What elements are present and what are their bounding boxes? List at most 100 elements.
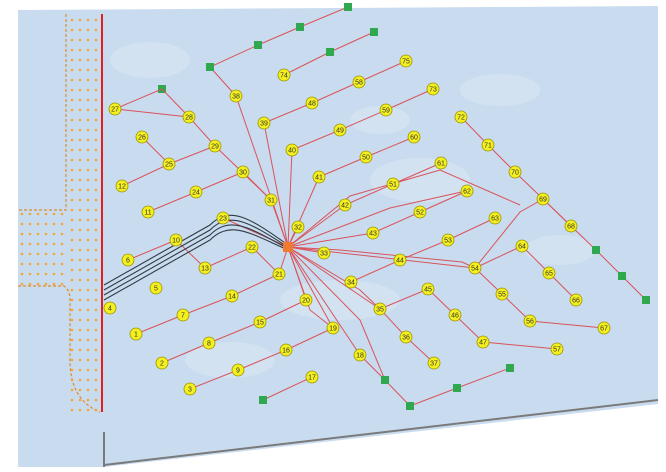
road-dot bbox=[70, 408, 74, 412]
node-43: 43 bbox=[366, 226, 380, 240]
road-dot bbox=[28, 282, 32, 286]
node-label: 16 bbox=[282, 348, 290, 355]
node-label: 29 bbox=[211, 144, 219, 151]
node-label: 20 bbox=[302, 298, 310, 305]
node-circle bbox=[183, 382, 197, 396]
cable-line bbox=[287, 246, 381, 310]
node-circle bbox=[121, 253, 135, 267]
node-11: 11 bbox=[141, 205, 155, 219]
road-dot bbox=[94, 208, 98, 212]
road-dot bbox=[28, 212, 32, 216]
node-55: 55 bbox=[495, 287, 509, 301]
node-40: 40 bbox=[285, 143, 299, 157]
node-5: 5 bbox=[149, 281, 163, 295]
node-58: 58 bbox=[352, 75, 366, 89]
road-dot bbox=[94, 228, 98, 232]
node-circle bbox=[317, 246, 331, 260]
node-label: 28 bbox=[185, 115, 193, 122]
node-label: 70 bbox=[511, 170, 519, 177]
road-dot bbox=[44, 232, 48, 236]
node-label: 46 bbox=[451, 313, 459, 320]
road-dot bbox=[78, 398, 82, 402]
node-circle bbox=[523, 314, 537, 328]
node-circle bbox=[569, 293, 583, 307]
road-dot bbox=[70, 78, 74, 82]
road-dot bbox=[70, 168, 74, 172]
road-dot bbox=[86, 398, 90, 402]
node-label: 61 bbox=[437, 161, 445, 168]
node-circle bbox=[305, 370, 319, 384]
node-70: 70 bbox=[508, 165, 522, 179]
road-dot bbox=[94, 108, 98, 112]
node-29: 29 bbox=[208, 139, 222, 153]
road-dot bbox=[78, 298, 82, 302]
road-dot bbox=[94, 268, 98, 272]
road-dot bbox=[36, 242, 40, 246]
road-dot bbox=[78, 108, 82, 112]
road-dot bbox=[52, 212, 56, 216]
road-dot bbox=[28, 262, 32, 266]
road-dot bbox=[70, 18, 74, 22]
road-dot bbox=[94, 358, 98, 362]
node-32: 32 bbox=[291, 220, 305, 234]
road-dot bbox=[78, 258, 82, 262]
node-circle bbox=[312, 170, 326, 184]
node-44: 44 bbox=[393, 253, 407, 267]
node-circle bbox=[245, 240, 259, 254]
node-label: 65 bbox=[545, 271, 553, 278]
node-39: 39 bbox=[257, 116, 271, 130]
road-dot bbox=[78, 68, 82, 72]
cable-line bbox=[135, 273, 280, 335]
road-dot bbox=[70, 188, 74, 192]
road-dot bbox=[94, 198, 98, 202]
road-dot bbox=[70, 208, 74, 212]
node-label: 13 bbox=[201, 266, 209, 273]
road-dot bbox=[52, 282, 56, 286]
road-dot bbox=[94, 248, 98, 252]
node-31: 31 bbox=[264, 193, 278, 207]
feeder-line bbox=[287, 246, 381, 310]
road-dot bbox=[86, 408, 90, 412]
node-18: 18 bbox=[353, 348, 367, 362]
node-13: 13 bbox=[198, 261, 212, 275]
road-dot bbox=[78, 228, 82, 232]
road-dot bbox=[36, 272, 40, 276]
node-circle bbox=[454, 110, 468, 124]
node-label: 26 bbox=[138, 135, 146, 142]
road-dot bbox=[86, 288, 90, 292]
node-73: 73 bbox=[426, 82, 440, 96]
road-dot bbox=[70, 278, 74, 282]
node-circle bbox=[373, 302, 387, 316]
road-dot bbox=[70, 58, 74, 62]
node-circle bbox=[253, 315, 267, 329]
road-dot bbox=[52, 262, 56, 266]
road-dot bbox=[78, 288, 82, 292]
road-dot bbox=[60, 222, 64, 226]
road-dot bbox=[86, 188, 90, 192]
node-circle bbox=[236, 165, 250, 179]
road-dot bbox=[78, 98, 82, 102]
feeder-line bbox=[287, 232, 374, 248]
node-51: 51 bbox=[386, 177, 400, 191]
node-57: 57 bbox=[550, 342, 564, 356]
road-dot bbox=[86, 48, 90, 52]
road-dot bbox=[70, 308, 74, 312]
cable-line bbox=[287, 246, 386, 381]
road-dot bbox=[70, 178, 74, 182]
node-27: 27 bbox=[108, 102, 122, 116]
road-dot bbox=[70, 298, 74, 302]
node-23: 23 bbox=[216, 211, 230, 225]
node-21: 21 bbox=[272, 267, 286, 281]
node-48: 48 bbox=[305, 96, 319, 110]
road-dot bbox=[86, 228, 90, 232]
road-dot bbox=[94, 328, 98, 332]
node-circle bbox=[386, 177, 400, 191]
road-dot bbox=[94, 278, 98, 282]
node-label: 41 bbox=[315, 175, 323, 182]
road-dot bbox=[94, 28, 98, 32]
road-dot bbox=[52, 242, 56, 246]
node-62: 62 bbox=[460, 184, 474, 198]
road-dot bbox=[86, 58, 90, 62]
node-66: 66 bbox=[569, 293, 583, 307]
road-dot bbox=[86, 208, 90, 212]
